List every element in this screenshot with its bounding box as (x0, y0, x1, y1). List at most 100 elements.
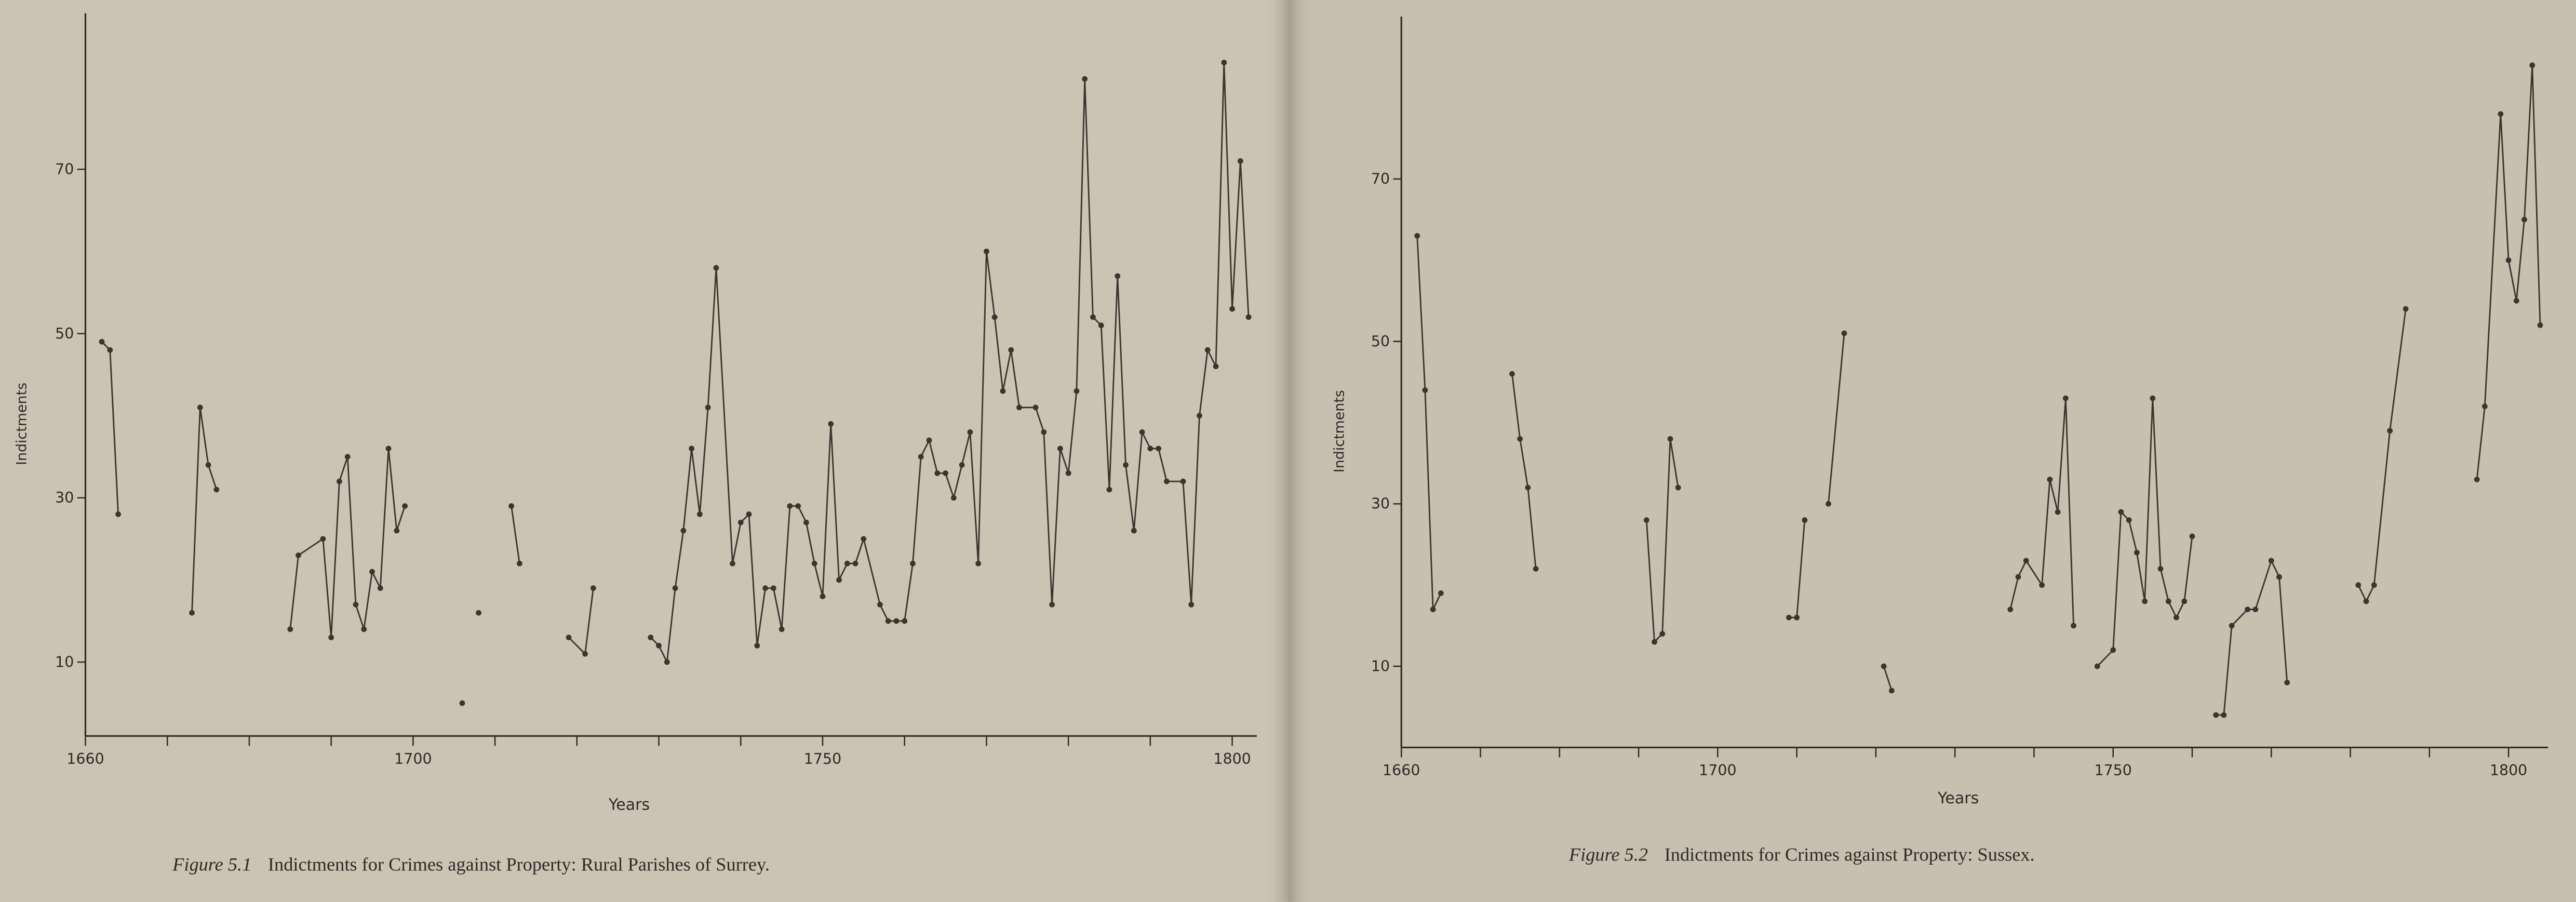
data-point (2403, 306, 2409, 312)
data-point (344, 454, 351, 460)
data-point (2513, 298, 2519, 304)
chart: 10 30 50 70 1660 1700 1750 1800 Indictments Years… (14, 13, 1257, 875)
y-tick-label: 70 (1371, 170, 1390, 187)
data-point (1414, 233, 1420, 239)
data-point (1667, 436, 1673, 442)
data-point (508, 503, 515, 509)
data-point (590, 585, 596, 591)
data-point (1000, 388, 1006, 394)
data-point (902, 618, 908, 624)
data-point (1049, 601, 1055, 608)
data-point (795, 503, 801, 509)
data-point (2221, 712, 2227, 718)
x-axis-label: Years (608, 796, 650, 814)
data-point (1438, 590, 1444, 596)
data-point (737, 519, 744, 526)
y-tick-label: 50 (55, 325, 74, 342)
data-point (459, 700, 465, 706)
data-point (926, 437, 932, 443)
data-point (2521, 217, 2527, 223)
data-point (1106, 487, 1112, 493)
data-point (2387, 428, 2393, 434)
data-point (1430, 607, 1436, 612)
data-point (377, 585, 383, 591)
data-point (2498, 111, 2504, 117)
data-point (1041, 429, 1047, 435)
right-page (1288, 0, 2576, 902)
data-point (1204, 347, 1211, 353)
y-tick-label: 30 (55, 489, 74, 506)
data-point (680, 528, 687, 534)
data-point (2189, 533, 2195, 540)
data-point (385, 446, 392, 452)
data-point (950, 495, 957, 501)
data-point (2537, 322, 2543, 328)
x-tick-label: 1750 (804, 750, 841, 768)
x-tick-label: 1700 (1699, 762, 1736, 779)
data-point (984, 248, 989, 254)
y-tick-label: 10 (55, 653, 74, 670)
data-point (861, 536, 867, 542)
data-point (828, 421, 834, 427)
data-point (2055, 509, 2061, 515)
data-point (369, 569, 375, 575)
data-point (943, 470, 948, 476)
data-point (1675, 484, 1681, 491)
data-point (1147, 446, 1153, 452)
data-point (1888, 688, 1895, 694)
y-tick-label: 50 (1371, 333, 1390, 350)
data-point (877, 601, 883, 608)
data-point (394, 528, 400, 534)
data-point (296, 552, 301, 558)
data-point (1115, 273, 1121, 279)
data-point (1188, 601, 1195, 608)
data-point (1881, 663, 1887, 669)
data-point (770, 585, 776, 591)
x-tick-label: 1800 (1213, 750, 1251, 768)
data-point (697, 511, 703, 517)
data-point (2062, 395, 2069, 401)
y-tick-label: 70 (55, 160, 74, 178)
data-point (1197, 413, 1202, 419)
data-point (1074, 388, 1080, 394)
data-point (1794, 614, 1800, 621)
data-point (353, 601, 359, 608)
data-point (1123, 462, 1129, 468)
data-point (2355, 582, 2362, 588)
left-page (0, 0, 1288, 902)
data-point (713, 265, 719, 271)
data-point (2094, 663, 2100, 669)
data-point (836, 577, 842, 583)
data-point (762, 585, 768, 591)
data-point (811, 560, 817, 567)
data-point (197, 405, 203, 411)
data-point (2252, 607, 2259, 612)
data-point (1065, 470, 1071, 476)
x-tick-label: 1660 (1383, 762, 1420, 779)
data-point (991, 314, 998, 320)
data-point (2505, 257, 2512, 263)
caption-text: Indictments for Crimes against Property:… (268, 854, 770, 875)
data-point (672, 585, 678, 591)
data-point (664, 659, 670, 665)
data-point (705, 405, 711, 411)
data-point (1802, 517, 1808, 523)
data-point (1057, 446, 1063, 452)
data-point (2134, 549, 2140, 556)
data-point (1180, 478, 1186, 484)
caption-text: Indictments for Crimes against Property:… (1665, 844, 2035, 865)
gutter (1265, 0, 1314, 902)
data-point (730, 560, 735, 567)
data-point (1164, 478, 1170, 484)
data-point (402, 503, 408, 509)
data-point (2157, 566, 2164, 572)
data-point (787, 503, 793, 509)
data-point (361, 626, 367, 632)
data-point (566, 635, 572, 640)
data-point (328, 635, 334, 640)
data-point (476, 610, 481, 616)
data-point (320, 536, 326, 542)
data-point (1237, 158, 1243, 164)
